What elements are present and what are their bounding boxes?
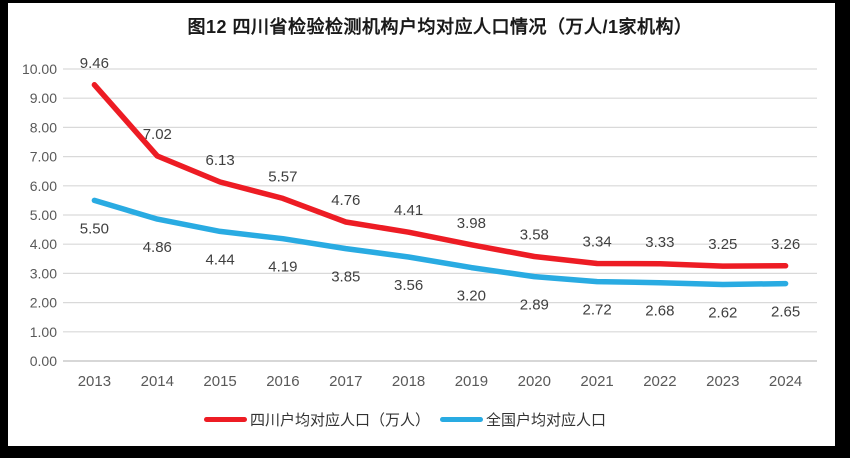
svg-text:3.26: 3.26 [771, 236, 800, 253]
svg-text:3.34: 3.34 [582, 234, 611, 251]
legend-blue-line-swatch [440, 416, 483, 422]
svg-text:2.68: 2.68 [645, 303, 674, 320]
svg-text:2021: 2021 [580, 373, 613, 390]
svg-text:4.19: 4.19 [268, 259, 297, 276]
svg-text:3.98: 3.98 [457, 215, 486, 232]
svg-text:2018: 2018 [392, 373, 425, 390]
svg-text:2024: 2024 [769, 373, 802, 390]
svg-text:2022: 2022 [643, 373, 676, 390]
svg-text:2016: 2016 [266, 373, 299, 390]
svg-text:2.72: 2.72 [582, 302, 611, 319]
svg-text:5.50: 5.50 [80, 220, 109, 237]
svg-text:6.13: 6.13 [205, 152, 234, 169]
svg-text:2.00: 2.00 [30, 295, 57, 311]
svg-text:9.46: 9.46 [80, 55, 109, 72]
svg-text:3.85: 3.85 [331, 269, 360, 286]
svg-text:3.56: 3.56 [394, 277, 423, 294]
svg-text:2023: 2023 [706, 373, 739, 390]
svg-text:4.41: 4.41 [394, 202, 423, 219]
chart-legend: 四川户均对应人口（万人） 全国户均对应人口 [0, 407, 830, 431]
svg-text:5.57: 5.57 [268, 168, 297, 185]
svg-text:5.00: 5.00 [30, 207, 57, 223]
svg-text:8.00: 8.00 [30, 119, 57, 135]
svg-text:0.00: 0.00 [30, 353, 57, 369]
svg-text:2014: 2014 [141, 373, 174, 390]
frame-border-top [0, 0, 850, 3]
svg-text:7.00: 7.00 [30, 149, 57, 165]
legend-label-national: 全国户均对应人口 [486, 411, 607, 429]
svg-text:2015: 2015 [203, 373, 236, 390]
svg-text:4.76: 4.76 [331, 192, 360, 209]
svg-text:2.65: 2.65 [771, 304, 800, 321]
svg-text:2013: 2013 [78, 373, 111, 390]
svg-text:4.86: 4.86 [143, 239, 172, 256]
legend-red-line-swatch [203, 416, 247, 422]
svg-text:9.00: 9.00 [30, 90, 57, 106]
svg-text:2019: 2019 [455, 373, 488, 390]
svg-text:3.25: 3.25 [708, 236, 737, 253]
svg-text:7.02: 7.02 [143, 126, 172, 143]
frame-border-bottom [0, 446, 850, 458]
svg-text:4.00: 4.00 [30, 236, 57, 252]
svg-text:10.00: 10.00 [22, 61, 57, 77]
frame-border-left [0, 0, 8, 458]
svg-text:2.89: 2.89 [520, 297, 549, 314]
svg-text:6.00: 6.00 [30, 178, 57, 194]
frame-border-right [835, 0, 850, 458]
svg-text:2.62: 2.62 [708, 305, 737, 322]
legend-label-sichuan: 四川户均对应人口（万人） [249, 411, 430, 429]
svg-text:2017: 2017 [329, 373, 362, 390]
legend-item-sichuan: 四川户均对应人口（万人） [203, 409, 430, 430]
svg-text:3.58: 3.58 [520, 227, 549, 244]
svg-text:3.00: 3.00 [30, 265, 57, 281]
svg-text:3.33: 3.33 [645, 234, 674, 251]
svg-text:4.44: 4.44 [205, 251, 234, 268]
svg-text:1.00: 1.00 [30, 324, 57, 340]
svg-text:2020: 2020 [518, 373, 551, 390]
chart-title: 图12 四川省检验检测机构户均对应人口情况（万人/1家机构） [187, 17, 693, 37]
legend-item-national: 全国户均对应人口 [440, 409, 606, 430]
svg-text:3.20: 3.20 [457, 288, 486, 305]
